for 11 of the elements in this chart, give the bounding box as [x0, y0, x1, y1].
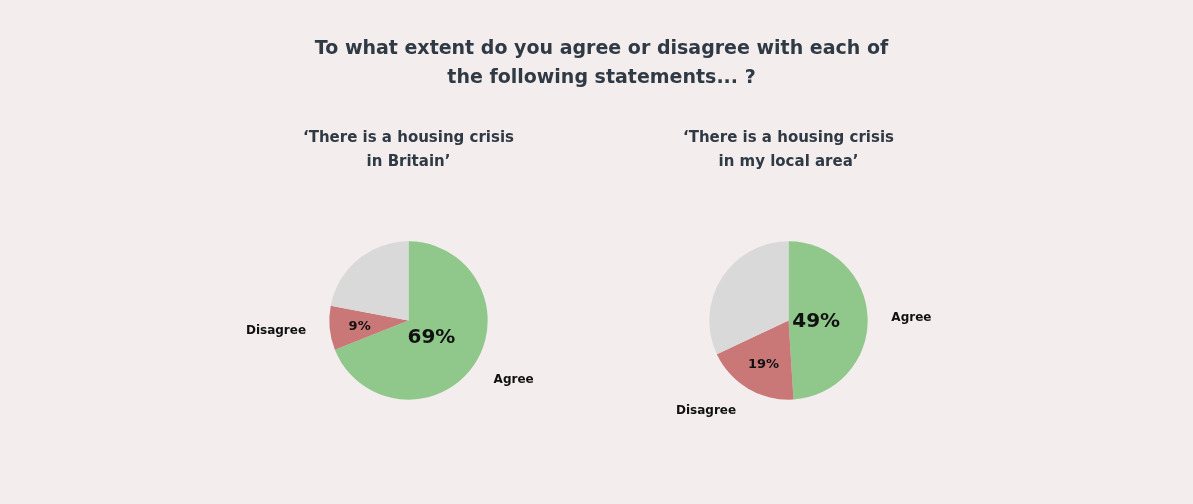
chart-subtitle: ‘There is a housing crisis in Britain’	[302, 127, 515, 170]
data-label: 9%	[348, 317, 371, 333]
chart-subtitle: ‘There is a housing crisis in my local area’	[682, 127, 895, 170]
text: To what extent do you agree or disagree with each of the following statements... ?	[313, 35, 890, 90]
data-label: 69%	[407, 324, 456, 349]
slice-label: Agree	[891, 310, 932, 325]
slice-label: Agree	[493, 371, 534, 386]
data-label: 49%	[792, 307, 841, 332]
slice-label: Disagree	[245, 323, 307, 338]
slice-label: Disagree	[676, 403, 737, 418]
data-label: 19%	[747, 355, 780, 371]
